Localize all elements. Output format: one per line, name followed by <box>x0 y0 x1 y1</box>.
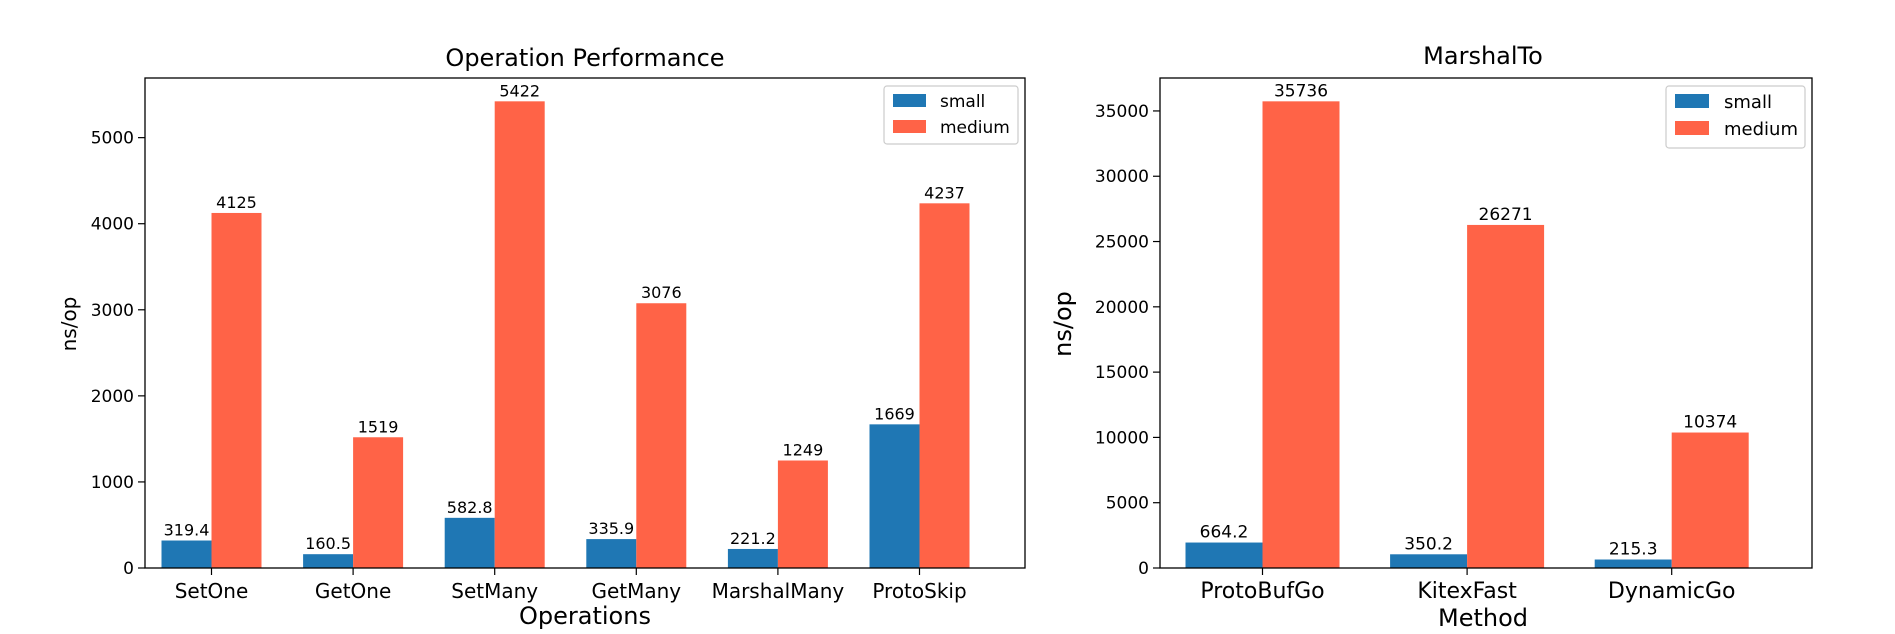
data-label-small-SetMany: 582.8 <box>447 498 493 517</box>
y-tick-label: 1000 <box>91 473 134 493</box>
data-label-medium-GetMany: 3076 <box>641 283 682 302</box>
legend-label-medium: medium <box>940 118 1010 138</box>
y-tick-label: 5000 <box>1106 494 1149 514</box>
x-axis-label: Method <box>1438 604 1528 632</box>
x-tick-label: MarshalMany <box>712 579 845 603</box>
bar-small-SetMany <box>444 517 495 568</box>
x-tick-label: ProtoSkip <box>872 579 966 603</box>
bar-medium-ProtoBufGo <box>1262 101 1340 569</box>
chart-title: MarshalTo <box>1423 42 1543 70</box>
y-tick-label: 0 <box>123 559 134 579</box>
y-tick-label: 3000 <box>91 301 134 321</box>
data-label-small-MarshalMany: 221.2 <box>730 529 776 548</box>
y-tick-label: 20000 <box>1095 298 1149 318</box>
plot-frame <box>1159 77 1813 569</box>
legend: small medium <box>883 85 1019 145</box>
x-tick-label: GetMany <box>591 579 681 603</box>
data-label-small-GetMany: 335.9 <box>588 519 634 538</box>
bar-medium-ProtoSkip <box>919 203 970 568</box>
x-axis-ticks: ProtoBufGo KitexFast DynamicGo <box>1200 568 1735 604</box>
data-label-medium-DynamicGo: 10374 <box>1683 413 1737 433</box>
y-tick-label: 0 <box>1138 559 1149 579</box>
x-axis-label: Operations <box>519 602 651 630</box>
x-tick-label: SetMany <box>451 579 538 603</box>
bar-small-KitexFast <box>1390 554 1468 568</box>
bar-medium-DynamicGo <box>1671 432 1749 568</box>
x-axis-ticks: SetOne GetOne SetMany GetMany MarshalMany Pro… <box>175 568 967 603</box>
legend-swatch-small <box>893 94 926 107</box>
legend-swatch-medium <box>893 120 926 133</box>
bar-medium-SetMany <box>494 101 545 568</box>
value-labels-group: 319.4 4125 160.5 1519 582.8 5422 335.9 3076 221.… <box>164 81 965 553</box>
legend-swatch-small <box>1675 94 1709 108</box>
data-label-medium-SetMany: 5422 <box>499 81 540 100</box>
bar-small-GetMany <box>586 539 637 568</box>
data-label-small-SetOne: 319.4 <box>164 521 210 540</box>
bar-medium-SetOne <box>211 212 262 568</box>
y-tick-label: 25000 <box>1095 233 1149 253</box>
x-tick-label: DynamicGo <box>1608 579 1736 604</box>
data-label-small-GetOne: 160.5 <box>305 534 351 553</box>
data-label-medium-ProtoBufGo: 35736 <box>1274 81 1328 101</box>
chart-title: Operation Performance <box>445 44 724 72</box>
x-tick-label: KitexFast <box>1417 579 1517 604</box>
data-label-medium-SetOne: 4125 <box>216 193 257 212</box>
data-label-small-ProtoBufGo: 664.2 <box>1200 523 1249 543</box>
bar-small-SetOne <box>161 540 212 568</box>
y-axis-label: ns/op <box>1049 291 1077 357</box>
bar-small-ProtoSkip <box>869 424 920 568</box>
bar-small-ProtoBufGo <box>1185 542 1263 568</box>
legend-label-small: small <box>940 92 985 112</box>
chart-marshalto: MarshalTo Method ns/op 664.2 35736 350.2 26… <box>1049 42 1813 632</box>
y-tick-label: 2000 <box>91 387 134 407</box>
x-tick-label: GetOne <box>315 579 391 603</box>
legend-swatch-medium <box>1675 121 1709 135</box>
bar-medium-GetMany <box>636 303 687 568</box>
y-tick-label: 35000 <box>1095 102 1149 122</box>
bar-small-MarshalMany <box>727 548 778 568</box>
plot-frame <box>144 77 1026 569</box>
data-label-medium-MarshalMany: 1249 <box>783 440 824 459</box>
data-label-small-ProtoSkip: 1669 <box>874 404 915 423</box>
y-tick-label: 4000 <box>91 215 134 235</box>
bar-small-DynamicGo <box>1594 559 1672 568</box>
data-label-medium-ProtoSkip: 4237 <box>924 183 965 202</box>
y-tick-label: 15000 <box>1095 363 1149 383</box>
chart-operation-performance: Operation Performance Operations ns/op 3… <box>57 44 1026 630</box>
y-axis-label: ns/op <box>57 297 81 352</box>
bar-medium-MarshalMany <box>777 460 828 568</box>
y-tick-label: 5000 <box>91 129 134 149</box>
y-tick-label: 10000 <box>1095 428 1149 448</box>
bars-group <box>1185 101 1749 569</box>
data-label-small-DynamicGo: 215.3 <box>1609 540 1658 560</box>
legend-label-medium: medium <box>1724 119 1798 140</box>
data-label-small-KitexFast: 350.2 <box>1404 534 1453 554</box>
legend-label-small: small <box>1724 92 1772 113</box>
data-label-medium-GetOne: 1519 <box>358 417 399 436</box>
bar-medium-GetOne <box>353 437 404 568</box>
x-tick-label: ProtoBufGo <box>1200 579 1324 604</box>
data-label-medium-KitexFast: 26271 <box>1479 205 1533 225</box>
legend: small medium <box>1665 85 1806 149</box>
bars-group <box>161 101 970 568</box>
bar-medium-KitexFast <box>1467 224 1545 568</box>
y-axis-ticks: 0 1000 2000 3000 4000 5000 <box>91 129 145 579</box>
bar-small-GetOne <box>303 554 354 568</box>
y-tick-label: 30000 <box>1095 167 1149 187</box>
x-tick-label: SetOne <box>175 579 249 603</box>
y-axis-ticks: 0 5000 10000 15000 20000 25000 30000 35000 <box>1095 102 1160 579</box>
value-labels-group: 664.2 35736 350.2 26271 215.3 10374 <box>1200 81 1738 559</box>
